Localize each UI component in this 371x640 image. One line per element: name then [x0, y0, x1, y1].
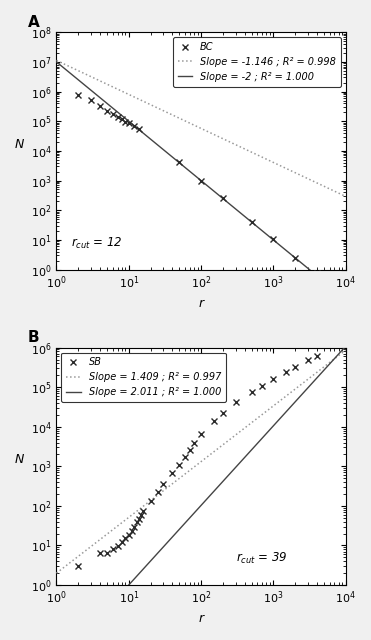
Slope = 1.409 ; R² = 0.997: [193, 462, 198, 470]
BC: [137, 125, 141, 132]
Slope = -2 ; R² = 1.000: [54, 58, 59, 66]
SB: [284, 369, 288, 376]
Slope = -1.146 ; R² = 0.998: [54, 56, 59, 64]
SB: [148, 497, 153, 505]
SB: [183, 453, 187, 461]
Legend: BC, Slope = -1.146 ; R² = 0.998, Slope = -2 ; R² = 1.000: BC, Slope = -1.146 ; R² = 0.998, Slope =…: [173, 37, 341, 86]
SB: [306, 356, 310, 364]
Line: BC: BC: [75, 92, 320, 276]
BC: [293, 254, 297, 262]
BC: [98, 102, 102, 109]
SB: [249, 388, 254, 396]
BC: [115, 113, 120, 121]
Legend: SB, Slope = 1.409 ; R² = 0.997, Slope = 2.011 ; R² = 1.000: SB, Slope = 1.409 ; R² = 0.997, Slope = …: [61, 353, 226, 402]
BC: [127, 120, 131, 127]
Slope = -1.146 ; R² = 0.998: [211, 130, 215, 138]
SB: [105, 548, 109, 556]
Line: SB: SB: [75, 353, 320, 569]
Slope = 2.011 ; R² = 1.000: [191, 509, 196, 517]
Slope = -2 ; R² = 1.000: [211, 186, 215, 194]
Text: A: A: [27, 15, 39, 30]
X-axis label: r: r: [198, 612, 204, 625]
BC: [221, 195, 225, 202]
Slope = -2 ; R² = 1.000: [226, 199, 231, 207]
SB: [141, 507, 146, 515]
Slope = 1.409 ; R² = 0.997: [226, 436, 231, 444]
SB: [76, 562, 81, 570]
Line: Slope = 1.409 ; R² = 0.997: Slope = 1.409 ; R² = 0.997: [56, 350, 346, 573]
Slope = 1.409 ; R² = 0.997: [54, 569, 59, 577]
Slope = -2 ; R² = 1.000: [191, 171, 196, 179]
Slope = 1.409 ; R² = 0.997: [211, 449, 215, 456]
SB: [199, 430, 203, 438]
Slope = 1.409 ; R² = 0.997: [336, 352, 341, 360]
SB: [123, 534, 128, 542]
Slope = -1.146 ; R² = 0.998: [291, 168, 296, 176]
Line: Slope = -2 ; R² = 1.000: Slope = -2 ; R² = 1.000: [56, 62, 346, 300]
BC: [76, 91, 81, 99]
BC: [119, 116, 124, 124]
Slope = -1.146 ; R² = 0.998: [344, 193, 348, 200]
Slope = -1.146 ; R² = 0.998: [336, 189, 341, 197]
Slope = 2.011 ; R² = 1.000: [336, 350, 341, 358]
Y-axis label: N: N: [15, 138, 24, 151]
Slope = 2.011 ; R² = 1.000: [344, 342, 348, 350]
SB: [177, 461, 181, 468]
SB: [132, 524, 137, 531]
Text: $r_{cut}$ = 12: $r_{cut}$ = 12: [71, 236, 122, 251]
Slope = 2.011 ; R² = 1.000: [291, 400, 296, 408]
Slope = -2 ; R² = 1.000: [291, 253, 296, 260]
BC: [132, 122, 137, 130]
SB: [119, 538, 124, 546]
BC: [89, 97, 93, 104]
BC: [177, 158, 181, 166]
SB: [115, 542, 120, 550]
Slope = -2 ; R² = 1.000: [344, 296, 348, 303]
SB: [188, 447, 192, 454]
X-axis label: r: r: [198, 296, 204, 310]
SB: [170, 469, 174, 477]
Slope = 1.409 ; R² = 0.997: [344, 346, 348, 354]
SB: [161, 480, 165, 488]
BC: [315, 269, 319, 277]
SB: [111, 545, 115, 553]
SB: [221, 410, 225, 417]
SB: [233, 399, 238, 406]
Line: Slope = -1.146 ; R² = 0.998: Slope = -1.146 ; R² = 0.998: [56, 60, 346, 196]
Slope = 1.409 ; R² = 0.997: [191, 463, 196, 471]
Line: Slope = 2.011 ; R² = 1.000: Slope = 2.011 ; R² = 1.000: [56, 346, 346, 640]
SB: [192, 440, 196, 447]
SB: [260, 382, 264, 390]
SB: [127, 531, 131, 539]
SB: [293, 363, 297, 371]
Y-axis label: N: N: [15, 453, 24, 467]
Slope = -1.146 ; R² = 0.998: [193, 122, 198, 130]
SB: [271, 374, 276, 382]
Text: $r_{cut}$ = 39: $r_{cut}$ = 39: [236, 551, 288, 566]
BC: [199, 177, 203, 185]
Slope = 2.011 ; R² = 1.000: [226, 471, 231, 479]
Slope = 1.409 ; R² = 0.997: [291, 387, 296, 394]
SB: [129, 527, 134, 535]
SB: [211, 417, 216, 425]
BC: [111, 110, 115, 118]
Slope = -1.146 ; R² = 0.998: [191, 121, 196, 129]
SB: [98, 548, 102, 556]
SB: [155, 488, 160, 495]
Slope = -2 ; R² = 1.000: [193, 172, 198, 180]
Slope = -2 ; R² = 1.000: [336, 290, 341, 298]
BC: [105, 107, 109, 115]
SB: [135, 518, 139, 526]
SB: [315, 353, 319, 360]
Slope = 2.011 ; R² = 1.000: [211, 488, 215, 496]
BC: [249, 218, 254, 226]
Slope = -1.146 ; R² = 0.998: [226, 138, 231, 145]
BC: [271, 236, 276, 243]
Text: B: B: [27, 330, 39, 346]
SB: [137, 515, 141, 522]
Slope = 2.011 ; R² = 1.000: [193, 508, 198, 515]
SB: [139, 511, 144, 518]
BC: [123, 118, 128, 125]
